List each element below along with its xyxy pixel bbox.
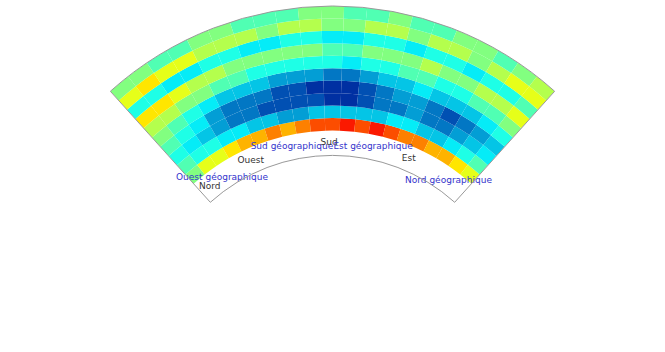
- svg-text:Sud géographique: Sud géographique: [251, 141, 334, 151]
- svg-text:Nord géographique: Nord géographique: [405, 175, 492, 185]
- svg-text:Ouest: Ouest: [237, 155, 264, 165]
- svg-text:Est: Est: [402, 153, 416, 163]
- svg-text:Est géographique: Est géographique: [333, 141, 413, 151]
- svg-text:Nord: Nord: [199, 181, 221, 191]
- svg-text:Ouest géographique: Ouest géographique: [176, 172, 268, 182]
- svg-text:Sud: Sud: [321, 137, 338, 147]
